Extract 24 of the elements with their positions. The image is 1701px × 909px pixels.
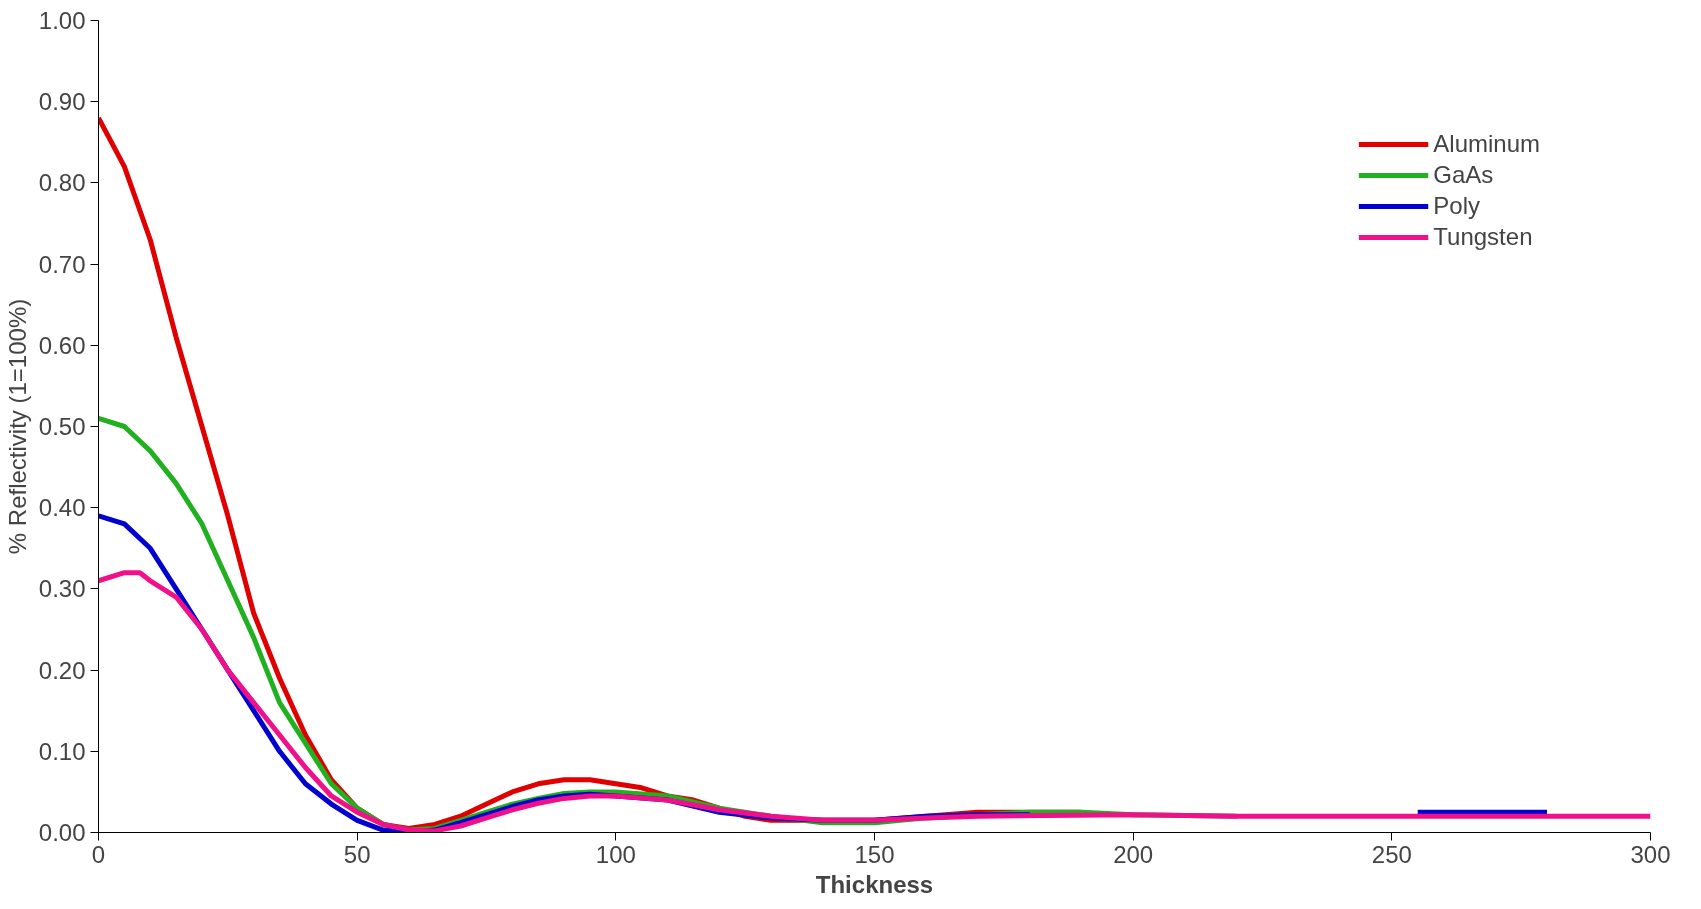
y-tick-label: 0.70 — [38, 250, 86, 278]
y-tick-label: 0.60 — [38, 331, 86, 359]
y-axis-title: % Reflectivity (1=100%) — [3, 298, 31, 555]
y-tick-label: 0.80 — [38, 169, 86, 197]
x-tick-label: 300 — [1630, 840, 1671, 868]
y-tick-label: 0.50 — [38, 413, 86, 440]
y-tick-label: 0.90 — [38, 88, 86, 116]
legend-label: Aluminum — [1433, 130, 1540, 158]
x-axis-title: Thickness — [815, 870, 934, 898]
y-tick-label: 0.00 — [38, 819, 86, 846]
x-tick-label: 200 — [1113, 840, 1154, 868]
y-tick-label: 0.20 — [38, 656, 86, 684]
legend-label: Tungsten — [1433, 223, 1533, 251]
y-tick-label: 0.40 — [38, 494, 86, 522]
x-tick-label: 150 — [854, 840, 895, 868]
x-tick-label: 0 — [91, 840, 106, 868]
x-tick-label: 100 — [595, 840, 636, 868]
legend-label: GaAs — [1433, 161, 1494, 189]
x-tick-label: 250 — [1371, 840, 1412, 868]
y-tick-label: 0.10 — [38, 737, 86, 765]
y-tick-label: 0.30 — [38, 575, 86, 603]
x-tick-label: 50 — [343, 840, 371, 868]
legend-label: Poly — [1433, 192, 1480, 220]
y-tick-label: 1.00 — [38, 7, 86, 34]
